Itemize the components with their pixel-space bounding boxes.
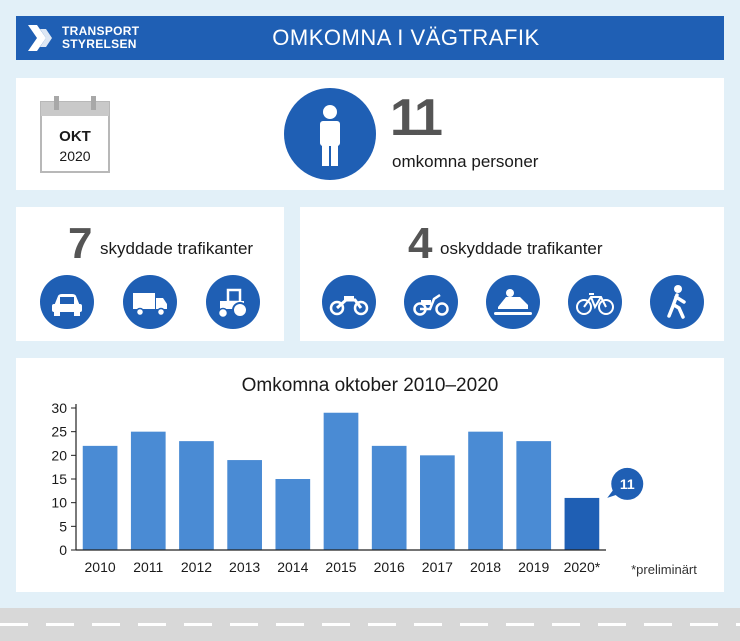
callout-bubble: [611, 467, 644, 500]
person-circle: [284, 88, 376, 180]
bicycle-icon: [568, 275, 622, 329]
summary-panel: OKT 2020 11 omkomna personer: [16, 78, 724, 190]
unprotected-panel: 4 oskyddade trafikanter: [300, 207, 724, 341]
protected-count: 7: [68, 219, 93, 268]
bar-2011: [130, 431, 166, 550]
x-tick-label: 2011: [133, 559, 163, 575]
bar-2014: [275, 479, 311, 550]
page-title: OMKOMNA I VÄGTRAFIK: [272, 25, 540, 50]
chart-title: Omkomna oktober 2010–2020: [242, 375, 499, 396]
road-dash: [414, 623, 442, 626]
bar-2017: [420, 455, 455, 550]
x-tick-label: 2018: [470, 559, 501, 575]
chart-panel: Omkomna oktober 2010–2020 0 5 10 15 20 25 30 2…: [16, 358, 724, 592]
road-dash: [138, 623, 166, 626]
calendar-icon: [40, 96, 110, 173]
truck-icon: [123, 275, 177, 329]
bar-2015: [323, 412, 359, 550]
moped-icon: [404, 275, 458, 329]
y-tick-label: 0: [59, 542, 67, 558]
road-dash: [276, 623, 304, 626]
calendar-month: OKT: [59, 128, 91, 145]
header-bar: TRANSPORT STYRELSEN OMKOMNA I VÄGTRAFIK: [16, 16, 724, 60]
bar-2020: [564, 497, 600, 550]
x-tick-label: 2019: [518, 559, 549, 575]
bar-2013: [227, 460, 262, 550]
motorcycle-icon: [322, 275, 376, 329]
road-dash: [0, 623, 28, 626]
unprotected-label: oskyddade trafikanter: [440, 239, 603, 258]
y-tick-label: 5: [59, 518, 67, 534]
calendar-year: 2020: [59, 148, 91, 164]
protected-panel: 7 skyddade trafikanter: [16, 207, 284, 341]
bar-2010: [82, 445, 118, 550]
person-icon: [320, 105, 340, 166]
callout-pointer: [607, 489, 620, 498]
x-tick-label: 2012: [181, 559, 212, 575]
y-tick-label: 30: [51, 400, 67, 416]
road-dash: [184, 623, 212, 626]
bar-2018: [468, 431, 503, 550]
road-dash: [460, 623, 488, 626]
transportstyrelsen-logo-icon: [28, 25, 52, 51]
road-dash: [690, 623, 718, 626]
total-fatalities: 11: [390, 89, 443, 147]
road-dash: [506, 623, 534, 626]
road-dash: [644, 623, 672, 626]
y-tick-label: 10: [51, 495, 67, 511]
road-dash: [552, 623, 580, 626]
total-label: omkomna personer: [392, 152, 539, 171]
road-decoration: [0, 608, 740, 641]
bar-2012: [179, 441, 214, 550]
unprotected-count: 4: [408, 219, 433, 268]
road-dash: [230, 623, 258, 626]
x-tick-label: 2017: [422, 559, 453, 575]
tractor-icon: [206, 275, 260, 329]
x-tick-label: 2020*: [564, 559, 601, 575]
y-tick-label: 15: [51, 471, 67, 487]
logo-text: TRANSPORT STYRELSEN: [62, 24, 140, 51]
y-tick-label: 20: [51, 447, 67, 463]
pedestrian-icon: [650, 275, 704, 329]
road-dash: [736, 623, 740, 626]
road-dash: [92, 623, 120, 626]
road-dash: [46, 623, 74, 626]
protected-label: skyddade trafikanter: [100, 239, 254, 258]
x-tick-label: 2014: [277, 559, 308, 575]
y-tick-label: 25: [51, 424, 67, 440]
x-tick-label: 2013: [229, 559, 260, 575]
calendar: OKT 2020: [40, 94, 110, 174]
x-tick-label: 2010: [85, 559, 116, 575]
bar-chart: Omkomna oktober 2010–2020 0 5 10 15 20 25 30 2…: [51, 375, 697, 577]
bar-2019: [516, 441, 552, 550]
x-tick-label: 2015: [325, 559, 356, 575]
road-dash: [368, 623, 396, 626]
bar-2016: [371, 445, 407, 550]
callout-value: 11: [620, 476, 635, 492]
snowmobile-icon: [486, 275, 540, 329]
road-markings: [0, 623, 740, 626]
road-dash: [322, 623, 350, 626]
car-icon: [40, 275, 94, 329]
road-dash: [598, 623, 626, 626]
x-tick-label: 2016: [374, 559, 405, 575]
chart-footnote: *preliminärt: [631, 562, 697, 577]
